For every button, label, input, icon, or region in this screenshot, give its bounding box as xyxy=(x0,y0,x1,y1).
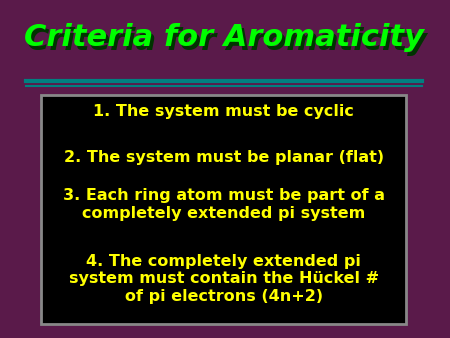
Text: 2. The system must be planar (flat): 2. The system must be planar (flat) xyxy=(64,150,384,165)
Text: 4. The completely extended pi
system must contain the Hückel #
of pi electrons (: 4. The completely extended pi system mus… xyxy=(69,254,379,304)
Text: Criteria for Aromaticity: Criteria for Aromaticity xyxy=(24,23,424,52)
FancyBboxPatch shape xyxy=(41,95,406,324)
Text: 1. The system must be cyclic: 1. The system must be cyclic xyxy=(93,104,354,119)
Text: 3. Each ring atom must be part of a
completely extended pi system: 3. Each ring atom must be part of a comp… xyxy=(63,188,385,221)
Text: Criteria for Aromaticity: Criteria for Aromaticity xyxy=(27,27,427,56)
